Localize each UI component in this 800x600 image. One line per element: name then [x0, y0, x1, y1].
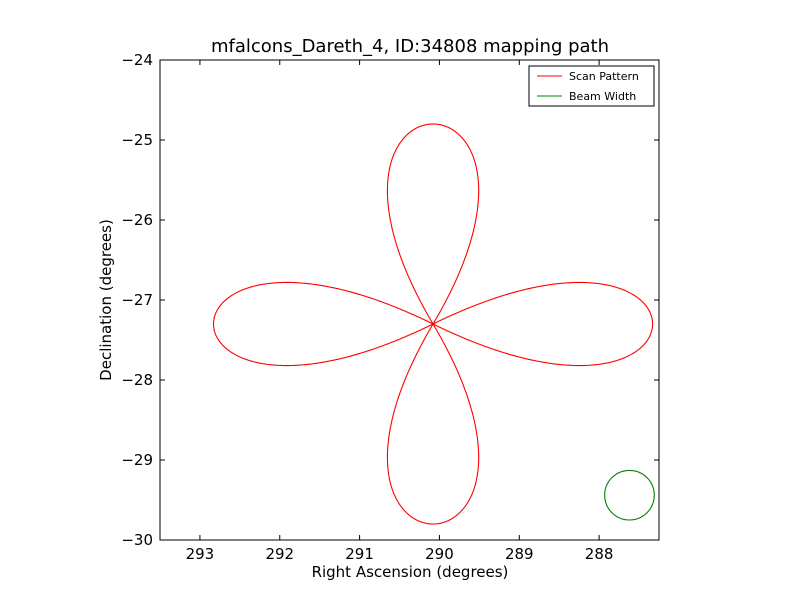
x-tick-label: 292 — [265, 545, 294, 563]
chart-title: mfalcons_Dareth_4, ID:34808 mapping path — [211, 36, 609, 57]
plot-area — [159, 59, 660, 541]
y-tick-label: −28 — [121, 371, 153, 389]
y-tick-label: −29 — [121, 451, 153, 469]
scan-pattern-line — [212, 123, 654, 525]
y-tick-label: −24 — [121, 51, 153, 69]
legend-frame — [528, 65, 655, 107]
x-tick-label: 290 — [425, 545, 454, 563]
y-tick-label: −26 — [121, 211, 153, 229]
y-tick-label: −27 — [121, 291, 153, 309]
y-tick-label: −30 — [121, 531, 153, 549]
x-axis-ticks: 293 292 291 290 289 288 — [186, 60, 614, 563]
y-tick-label: −25 — [121, 131, 153, 149]
legend-label-beam-width: Beam Width — [569, 90, 636, 103]
x-tick-label: 291 — [345, 545, 374, 563]
legend: Scan Pattern Beam Width — [528, 65, 655, 107]
legend-label-scan-pattern: Scan Pattern — [569, 70, 639, 83]
x-tick-label: 289 — [505, 545, 534, 563]
x-tick-label: 288 — [585, 545, 614, 563]
y-axis-ticks: −24 −25 −26 −27 −28 −29 −30 — [121, 51, 659, 549]
beam-width-circle — [604, 469, 655, 521]
axes-background — [160, 60, 659, 540]
y-axis-label: Declination (degrees) — [97, 219, 115, 381]
x-tick-label: 293 — [186, 545, 215, 563]
x-axis-label: Right Ascension (degrees) — [312, 563, 509, 581]
series-layer — [212, 123, 655, 525]
